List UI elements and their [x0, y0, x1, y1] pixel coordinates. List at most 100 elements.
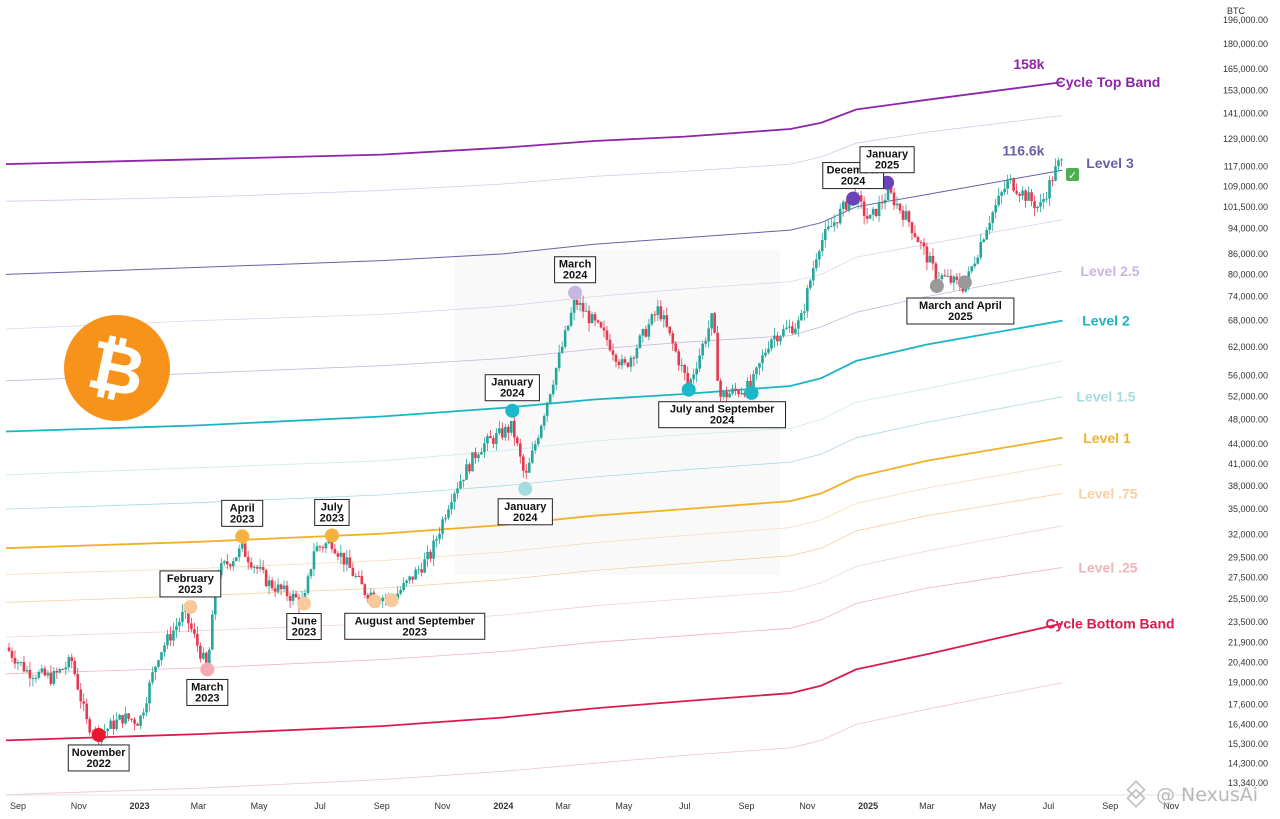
y-tick-label: 41,000.00 [1228, 459, 1268, 469]
candle-body [82, 701, 86, 704]
candle-body [823, 229, 827, 241]
candle-body [773, 335, 776, 340]
candle-body [312, 551, 316, 570]
candle-body [791, 326, 794, 334]
y-tick-label: 62,000.00 [1228, 342, 1268, 352]
candle-body [910, 222, 914, 234]
candle-body [270, 580, 274, 589]
candle-body [536, 437, 540, 445]
candle-body [252, 566, 256, 568]
candle-body [510, 420, 513, 433]
candle-body [859, 195, 863, 202]
candle-body [838, 208, 842, 224]
candle-body [273, 588, 277, 592]
candle-body [862, 201, 866, 216]
candle-body [1018, 193, 1021, 196]
candle-body [222, 561, 226, 564]
candle-body [973, 263, 977, 267]
check-mark-icon: ✓ [1066, 168, 1079, 182]
candle-body [1048, 180, 1051, 199]
candle-body [145, 703, 148, 713]
callout-text: February [167, 573, 215, 585]
candle-body [336, 553, 340, 557]
candle-body [486, 436, 489, 444]
candle-body [49, 673, 53, 684]
callout-box [859, 146, 915, 174]
candle-body [139, 715, 142, 726]
y-tick-label: 86,000.00 [1228, 249, 1268, 259]
y-tick-label: 21,900.00 [1228, 637, 1268, 647]
candle-body [994, 205, 997, 213]
candle-body [725, 391, 728, 398]
candle-body [566, 325, 570, 331]
candle-body [148, 682, 151, 704]
candle-body [58, 669, 62, 673]
candle-body [812, 268, 815, 281]
marker-dot-5 [324, 528, 339, 543]
candle-body [1054, 166, 1057, 181]
candle-body [955, 276, 959, 280]
candle-body [31, 678, 35, 680]
y-tick-label: 44,000.00 [1228, 439, 1268, 449]
candle-body [677, 351, 681, 366]
callout-box [497, 498, 553, 526]
callout-text: 2023 [178, 584, 202, 596]
candle-body [907, 211, 911, 223]
candle-body [626, 362, 630, 367]
callout-box [658, 401, 787, 429]
candle-body [841, 201, 845, 209]
candle-body [880, 201, 884, 204]
y-tick-label: 19,000.00 [1228, 678, 1268, 688]
candle-body [1033, 201, 1036, 209]
band-label-8: Level 1 [1083, 430, 1131, 446]
candle-body [871, 208, 875, 215]
callout-text: March [559, 259, 592, 271]
candle-body [979, 241, 983, 258]
candle-body [865, 215, 869, 219]
candle-body [1012, 178, 1015, 191]
candle-body [40, 668, 44, 672]
candle-body [587, 310, 591, 324]
candle-body [426, 551, 429, 560]
center-watermark-shape [455, 250, 780, 575]
candle-body [650, 314, 654, 325]
candle-body [1021, 190, 1024, 196]
candle-body [539, 425, 543, 438]
candle-body [501, 428, 504, 438]
band-line-3 [5, 219, 1063, 330]
candle-body [309, 569, 313, 577]
candle-body [462, 479, 465, 482]
band-line-4 [5, 270, 1063, 382]
callout-box [554, 256, 597, 284]
candle-body [46, 673, 50, 676]
candle-body [321, 547, 325, 549]
candle-body [740, 392, 743, 395]
candle-body [333, 548, 337, 554]
candle-body [770, 339, 773, 349]
x-tick-label: Nov [435, 801, 452, 811]
y-tick-label: 196,000.00 [1223, 15, 1268, 25]
y-tick-label: 23,500.00 [1228, 617, 1268, 627]
candle-body [348, 557, 352, 568]
candle-body [683, 364, 687, 373]
candle-body [820, 240, 824, 252]
x-tick-label: 2023 [130, 801, 150, 811]
candle-body [468, 464, 471, 472]
callout-text: July [321, 501, 344, 513]
y-tick-label: 16,400.00 [1228, 719, 1268, 729]
candle-body [527, 462, 531, 473]
candle-body [261, 567, 265, 571]
candle-body [205, 652, 208, 665]
candle-body [85, 703, 89, 720]
candle-body [166, 634, 169, 646]
candle-body [722, 391, 725, 397]
candle-body [303, 592, 307, 599]
candle-body [716, 332, 719, 381]
candle-body [432, 540, 435, 559]
candle-body [1009, 178, 1012, 180]
callout-text: 2022 [86, 758, 110, 770]
x-tick-label: Sep [739, 801, 755, 811]
candle-body [985, 229, 989, 240]
